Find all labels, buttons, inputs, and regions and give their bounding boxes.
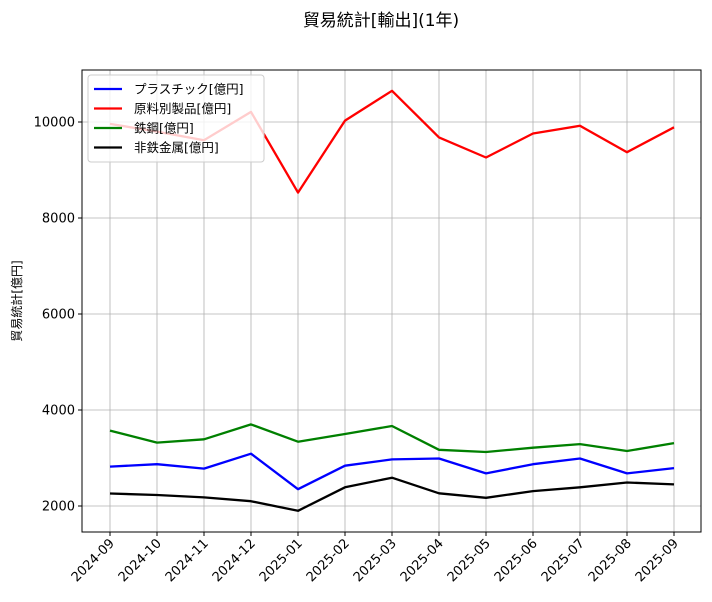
y-tick-label: 4000 — [42, 404, 75, 419]
x-tick-label: 2024-09 — [69, 536, 118, 585]
chart-title: 貿易統計[輸出](1年) — [303, 11, 459, 31]
legend-label: 鉄鋼[億円] — [134, 121, 194, 136]
legend-box — [87, 74, 265, 163]
y-axis-label: 貿易統計[億円] — [9, 260, 24, 341]
series-line — [109, 476, 675, 512]
x-tick-label: 2024-11 — [163, 536, 212, 585]
x-tick-label: 2025-01 — [257, 536, 306, 585]
x-tick-label: 2025-08 — [586, 536, 635, 585]
x-tick-label: 2024-12 — [210, 536, 259, 585]
x-tick-label: 2025-07 — [539, 536, 588, 585]
legend-label: プラスチック[億円] — [134, 82, 244, 97]
x-tick-label: 2025-03 — [351, 536, 400, 585]
series-line — [109, 452, 675, 491]
y-tick-label: 10000 — [34, 116, 75, 131]
y-tick-label: 2000 — [42, 500, 75, 515]
x-tick-label: 2025-04 — [398, 536, 447, 585]
legend-label: 原料別製品[億円] — [134, 101, 231, 116]
x-axis: 2024-092024-102024-112024-122025-012025-… — [69, 532, 682, 585]
y-axis: 2000 4000 6000 8000 10000 — [34, 116, 82, 515]
legend-label: 非鉄金属[億円] — [134, 140, 219, 155]
x-tick-label: 2024-10 — [116, 536, 165, 585]
y-tick-label: 8000 — [42, 212, 75, 227]
y-tick-label: 6000 — [42, 308, 75, 323]
x-tick-label: 2025-02 — [304, 536, 353, 585]
series-lines — [109, 89, 675, 512]
x-tick-label: 2025-06 — [492, 536, 541, 585]
series-line — [109, 423, 675, 454]
x-tick-label: 2025-05 — [445, 536, 494, 585]
legend: プラスチック[億円] 原料別製品[億円] 鉄鋼[億円] 非鉄金属[億円] — [87, 74, 265, 163]
grid — [82, 70, 701, 532]
x-tick-label: 2025-09 — [633, 536, 682, 585]
